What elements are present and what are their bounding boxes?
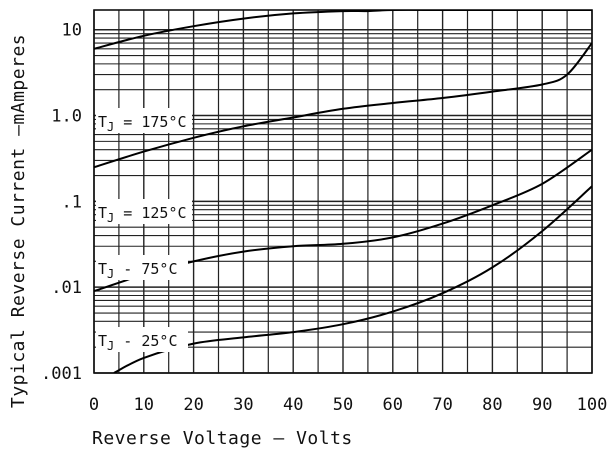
series-label-1: TJ = 125°C [96,199,192,225]
series-line-0 [94,10,592,50]
x-axis-title: Reverse Voltage — Volts [92,428,353,449]
y-tick-label: .1 [62,192,82,212]
x-tick-label: 50 [333,395,353,415]
y-tick-labels: .001 .01 .1 1.0 10 [41,21,82,384]
grid [93,9,593,374]
plot-frame [93,9,593,374]
y-tick-label: .01 [51,278,82,298]
x-tick-label: 40 [283,395,303,415]
x-tick-label: 0 [89,395,99,415]
y-tick-label: 1.0 [51,107,82,127]
series-label-box [96,255,188,280]
series-labels: TJ = 175°C TJ = 125°C TJ - 75°C TJ - 25°C [96,108,192,353]
x-tick-label: 10 [134,395,154,415]
series-line-1 [94,42,592,169]
x-tick-labels: 0 10 20 30 40 50 60 70 80 90 100 [89,395,607,415]
series-label-text: TJ - 25°C [98,332,177,353]
y-tick-label: 10 [62,21,82,41]
series-label-3: TJ - 25°C [96,327,188,353]
series-label-2: TJ - 75°C [96,255,188,281]
series-label-text: TJ = 125°C [98,204,187,225]
x-tick-label: 60 [383,395,403,415]
series-label-text: TJ = 175°C [98,113,187,134]
x-tick-label: 80 [482,395,502,415]
series-label-text: TJ - 75°C [98,260,177,281]
x-tick-label: 100 [577,395,608,415]
x-tick-label: 30 [233,395,253,415]
series-label-box [96,199,192,224]
y-axis-title: Typical Reverse Current —mAmperes [8,34,29,408]
y-tick-label: .001 [41,364,82,384]
x-tick-label: 90 [532,395,552,415]
series-label-box [96,327,188,352]
x-tick-label: 70 [432,395,452,415]
x-tick-label: 20 [183,395,203,415]
series-label-box [96,108,192,133]
series-label-0: TJ = 175°C [96,108,192,134]
